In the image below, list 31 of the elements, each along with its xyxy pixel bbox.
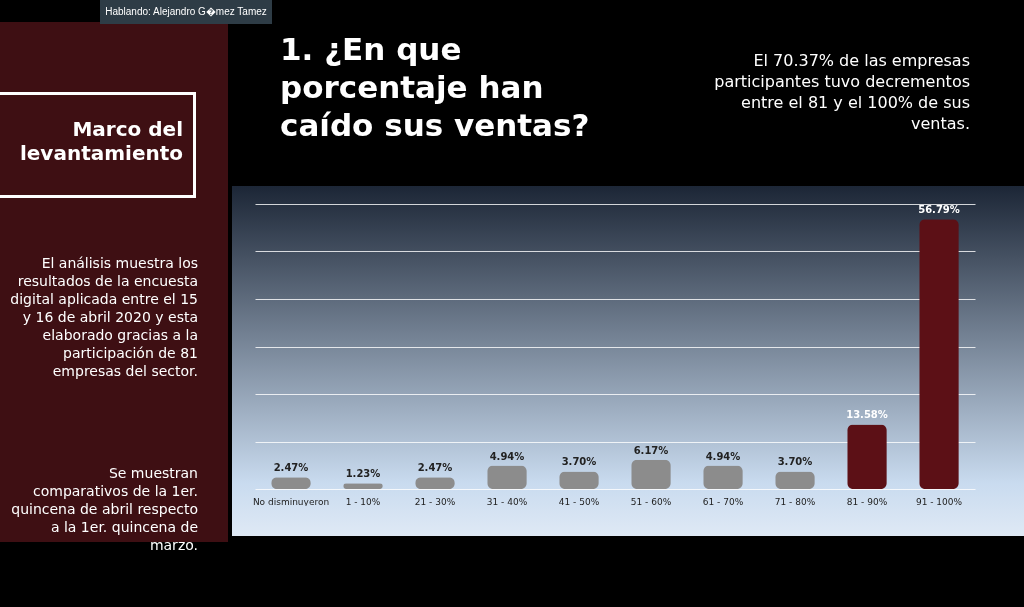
- data-label: 1.23%: [345, 468, 381, 480]
- data-label: 4.94%: [705, 450, 741, 462]
- x-tick-label: 81 - 90%: [846, 496, 888, 507]
- x-tick-label: 61 - 70%: [702, 496, 744, 507]
- text: Marco del levantamiento: [0, 92, 196, 198]
- x-tick-label: 91 - 100%: [915, 496, 963, 507]
- bar: [847, 424, 887, 489]
- data-label: 56.79%: [918, 204, 960, 216]
- x-tick-label: 71 - 80%: [774, 496, 816, 507]
- data-label: 13.58%: [846, 409, 888, 421]
- x-tick-label: 41 - 50%: [558, 496, 600, 507]
- data-label: 6.17%: [633, 444, 669, 456]
- x-tick-label: 31 - 40%: [486, 496, 528, 507]
- x-tick-label: 21 - 30%: [414, 496, 456, 507]
- text: Se muestran comparativos de la 1er. quincena de abril respecto a la 1er. quincena de marzo.: [10, 464, 198, 554]
- data-label: 3.70%: [777, 456, 813, 468]
- data-label: 4.94%: [489, 450, 525, 462]
- bar: [631, 459, 671, 489]
- data-label: 3.70%: [561, 456, 597, 468]
- x-tick-label: 51 - 60%: [630, 496, 672, 507]
- text: El 70.37% de las empresas participantes tuvo decrementos entre el 81 y el 100% de sus ventas.: [713, 50, 970, 134]
- text: Hablando: Alejandro G�mez Tamez: [100, 0, 272, 24]
- text: El análisis muestra los resultados de la encuesta digital aplicada entre el 15 y 16 de abril 2020 y esta elaborado gracias a la participación de 81 empresas del sector.: [10, 254, 198, 380]
- bar: [487, 465, 527, 489]
- bar: [703, 465, 743, 489]
- x-tick-label: No disminuyeron: [252, 496, 330, 507]
- data-label: 2.47%: [417, 462, 453, 474]
- bar: [919, 219, 959, 489]
- data-label: 2.47%: [273, 462, 309, 474]
- x-tick-label: 1 - 10%: [345, 496, 381, 507]
- chart-title: 1. ¿En que porcentaje han caído sus ventas?: [280, 30, 591, 144]
